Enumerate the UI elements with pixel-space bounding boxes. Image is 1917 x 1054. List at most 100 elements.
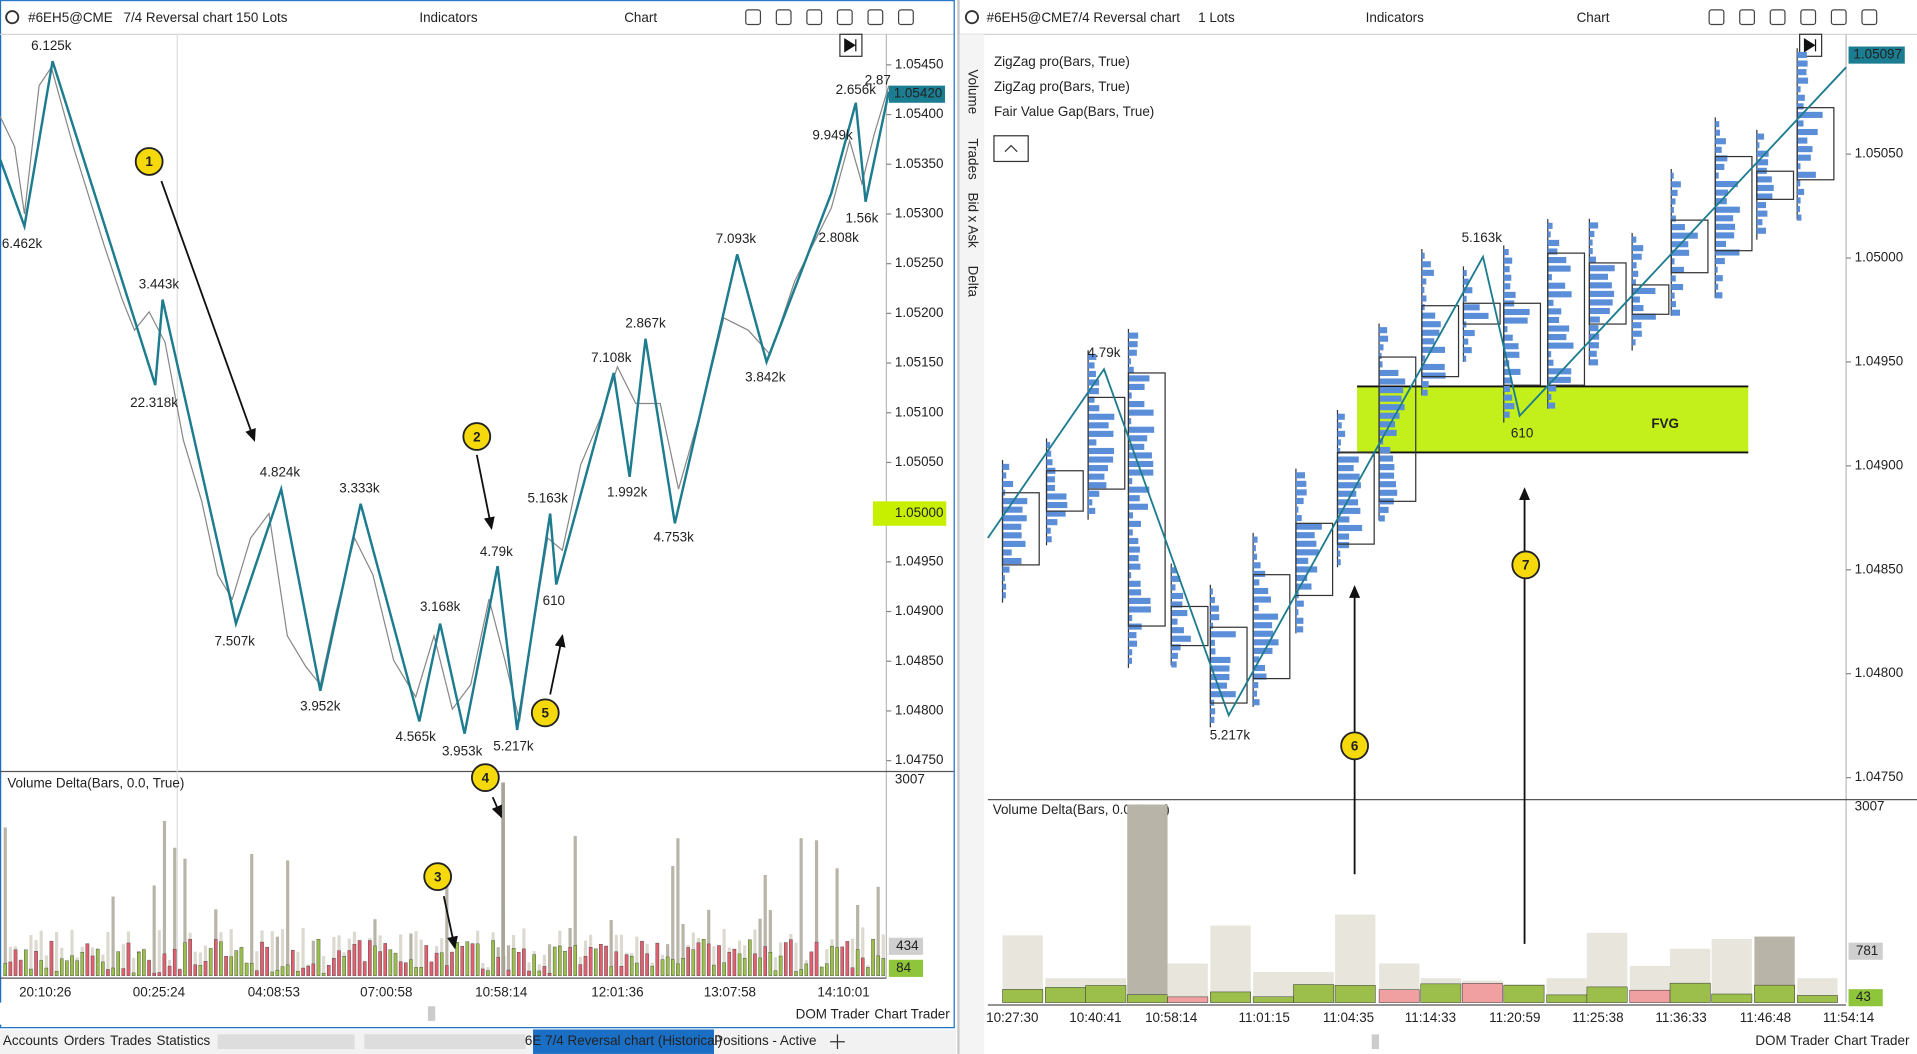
delta-bar (635, 962, 639, 976)
volume-bar (445, 868, 449, 976)
footprint-bar (1002, 506, 1023, 513)
delta-bar (778, 955, 783, 976)
annotation-arrow (475, 454, 495, 531)
footprint-bar (1715, 240, 1727, 248)
delta-bar (337, 950, 341, 976)
footprint-bar (1128, 503, 1148, 510)
footprint-bar (1715, 146, 1722, 153)
volume-bar (671, 865, 675, 976)
toolbar-icon[interactable] (897, 9, 914, 26)
footprint-bar (1503, 394, 1513, 401)
toolbar-icon[interactable] (1830, 9, 1847, 26)
toolbar-icon[interactable] (1800, 9, 1817, 26)
delta-bar (465, 941, 470, 976)
delta-bar (455, 942, 459, 976)
indicator-legend: Fair Value Gap(Bars, True) (994, 104, 1154, 119)
footprint-bar (1421, 381, 1429, 388)
toolbar-icon[interactable] (775, 9, 792, 26)
toolbar-icon[interactable] (1769, 9, 1786, 26)
footprint-bar (1337, 550, 1341, 557)
delta-bar (198, 965, 203, 976)
volume-bar (275, 936, 279, 976)
toolbar-icon[interactable] (1708, 9, 1725, 26)
footprint-bar (1210, 639, 1215, 646)
footprint-bar (1463, 355, 1467, 362)
delta-bar (871, 938, 875, 976)
delta-bar (85, 943, 90, 976)
footprint-bar (1503, 249, 1509, 256)
time-label: 11:36:33 (1655, 1010, 1706, 1025)
delta-bar (619, 965, 624, 976)
zigzag-line (987, 66, 1847, 718)
time-label: 11:46:48 (1740, 1010, 1791, 1025)
footprint-bar (1210, 614, 1220, 621)
footprint-bar (1046, 484, 1055, 491)
active-tab[interactable] (533, 1029, 714, 1054)
delta-bar (593, 948, 598, 976)
candle-body (1252, 574, 1291, 680)
delta-bar (398, 961, 403, 976)
footprint-bar (1547, 359, 1554, 366)
footprint-bar (1797, 137, 1808, 144)
toolbar-title: Chart (624, 10, 657, 25)
toolbar-icon[interactable] (1739, 9, 1756, 26)
toolbar-icon[interactable] (836, 9, 853, 26)
delta-bar (568, 947, 572, 976)
footprint-bar (1295, 523, 1322, 530)
price-line (0, 65, 890, 722)
footprint-bar (1171, 592, 1184, 600)
footprint-bar (1088, 482, 1107, 489)
footprint-bar (1379, 506, 1389, 513)
footprint-bar (1503, 334, 1513, 341)
price-label: 1.04750 (1855, 769, 1904, 784)
scroll-thumb[interactable] (427, 1006, 436, 1021)
candle-body (1295, 522, 1334, 597)
time-label: 10:27:30 (986, 1010, 1038, 1025)
volume-bar (322, 956, 326, 976)
footprint-bar (1589, 265, 1615, 272)
annotation-arrow (160, 180, 256, 442)
toolbar (1, 1, 953, 34)
volume-bar (121, 944, 125, 976)
time-label: 04:08:53 (248, 984, 300, 999)
price-label: 1.04750 (895, 752, 944, 767)
toolbar-icon[interactable] (867, 9, 884, 26)
footprint-bar (1632, 245, 1644, 252)
footprint-bar (1503, 257, 1513, 264)
footprint-bar (1421, 321, 1441, 328)
footprint-bar (1797, 60, 1808, 67)
footprint-bar (1671, 309, 1680, 316)
delta-bar (717, 945, 721, 976)
delta-bar (1586, 986, 1628, 1003)
callout-number: 1 (145, 154, 153, 169)
footprint-bar (1797, 51, 1807, 59)
volume-bar (753, 929, 757, 976)
footprint-bar (1128, 443, 1145, 450)
delta-bar (850, 967, 855, 976)
side-tab: Trades (965, 138, 980, 180)
vd-max: 3007 (895, 772, 925, 787)
toolbar-icon[interactable] (806, 9, 823, 26)
volume-bar (619, 934, 624, 976)
toolbar-icon[interactable] (1861, 9, 1878, 26)
volume-bar (1127, 804, 1168, 1003)
scroll-thumb[interactable] (1371, 1034, 1380, 1050)
collapse-button[interactable] (993, 135, 1029, 163)
toolbar (960, 1, 1916, 34)
zigzag-label: 7.093k (716, 231, 757, 246)
footprint-bar (1547, 299, 1554, 306)
footprint-bar (1756, 219, 1763, 226)
footprint-bar (1632, 236, 1637, 243)
footprint-bar (1421, 355, 1426, 362)
toolbar-icon[interactable] (745, 9, 762, 26)
delta-bar (311, 963, 316, 976)
footprint-bar (1632, 313, 1656, 320)
delta-bar (799, 969, 803, 976)
delta-bar (722, 962, 726, 976)
delta-bar (676, 963, 680, 976)
footprint-bar (1253, 596, 1271, 603)
volume-bar (707, 909, 711, 976)
footprint-bar (1128, 401, 1145, 408)
footprint-bar (1295, 472, 1306, 479)
delta-bar (1669, 982, 1711, 1003)
